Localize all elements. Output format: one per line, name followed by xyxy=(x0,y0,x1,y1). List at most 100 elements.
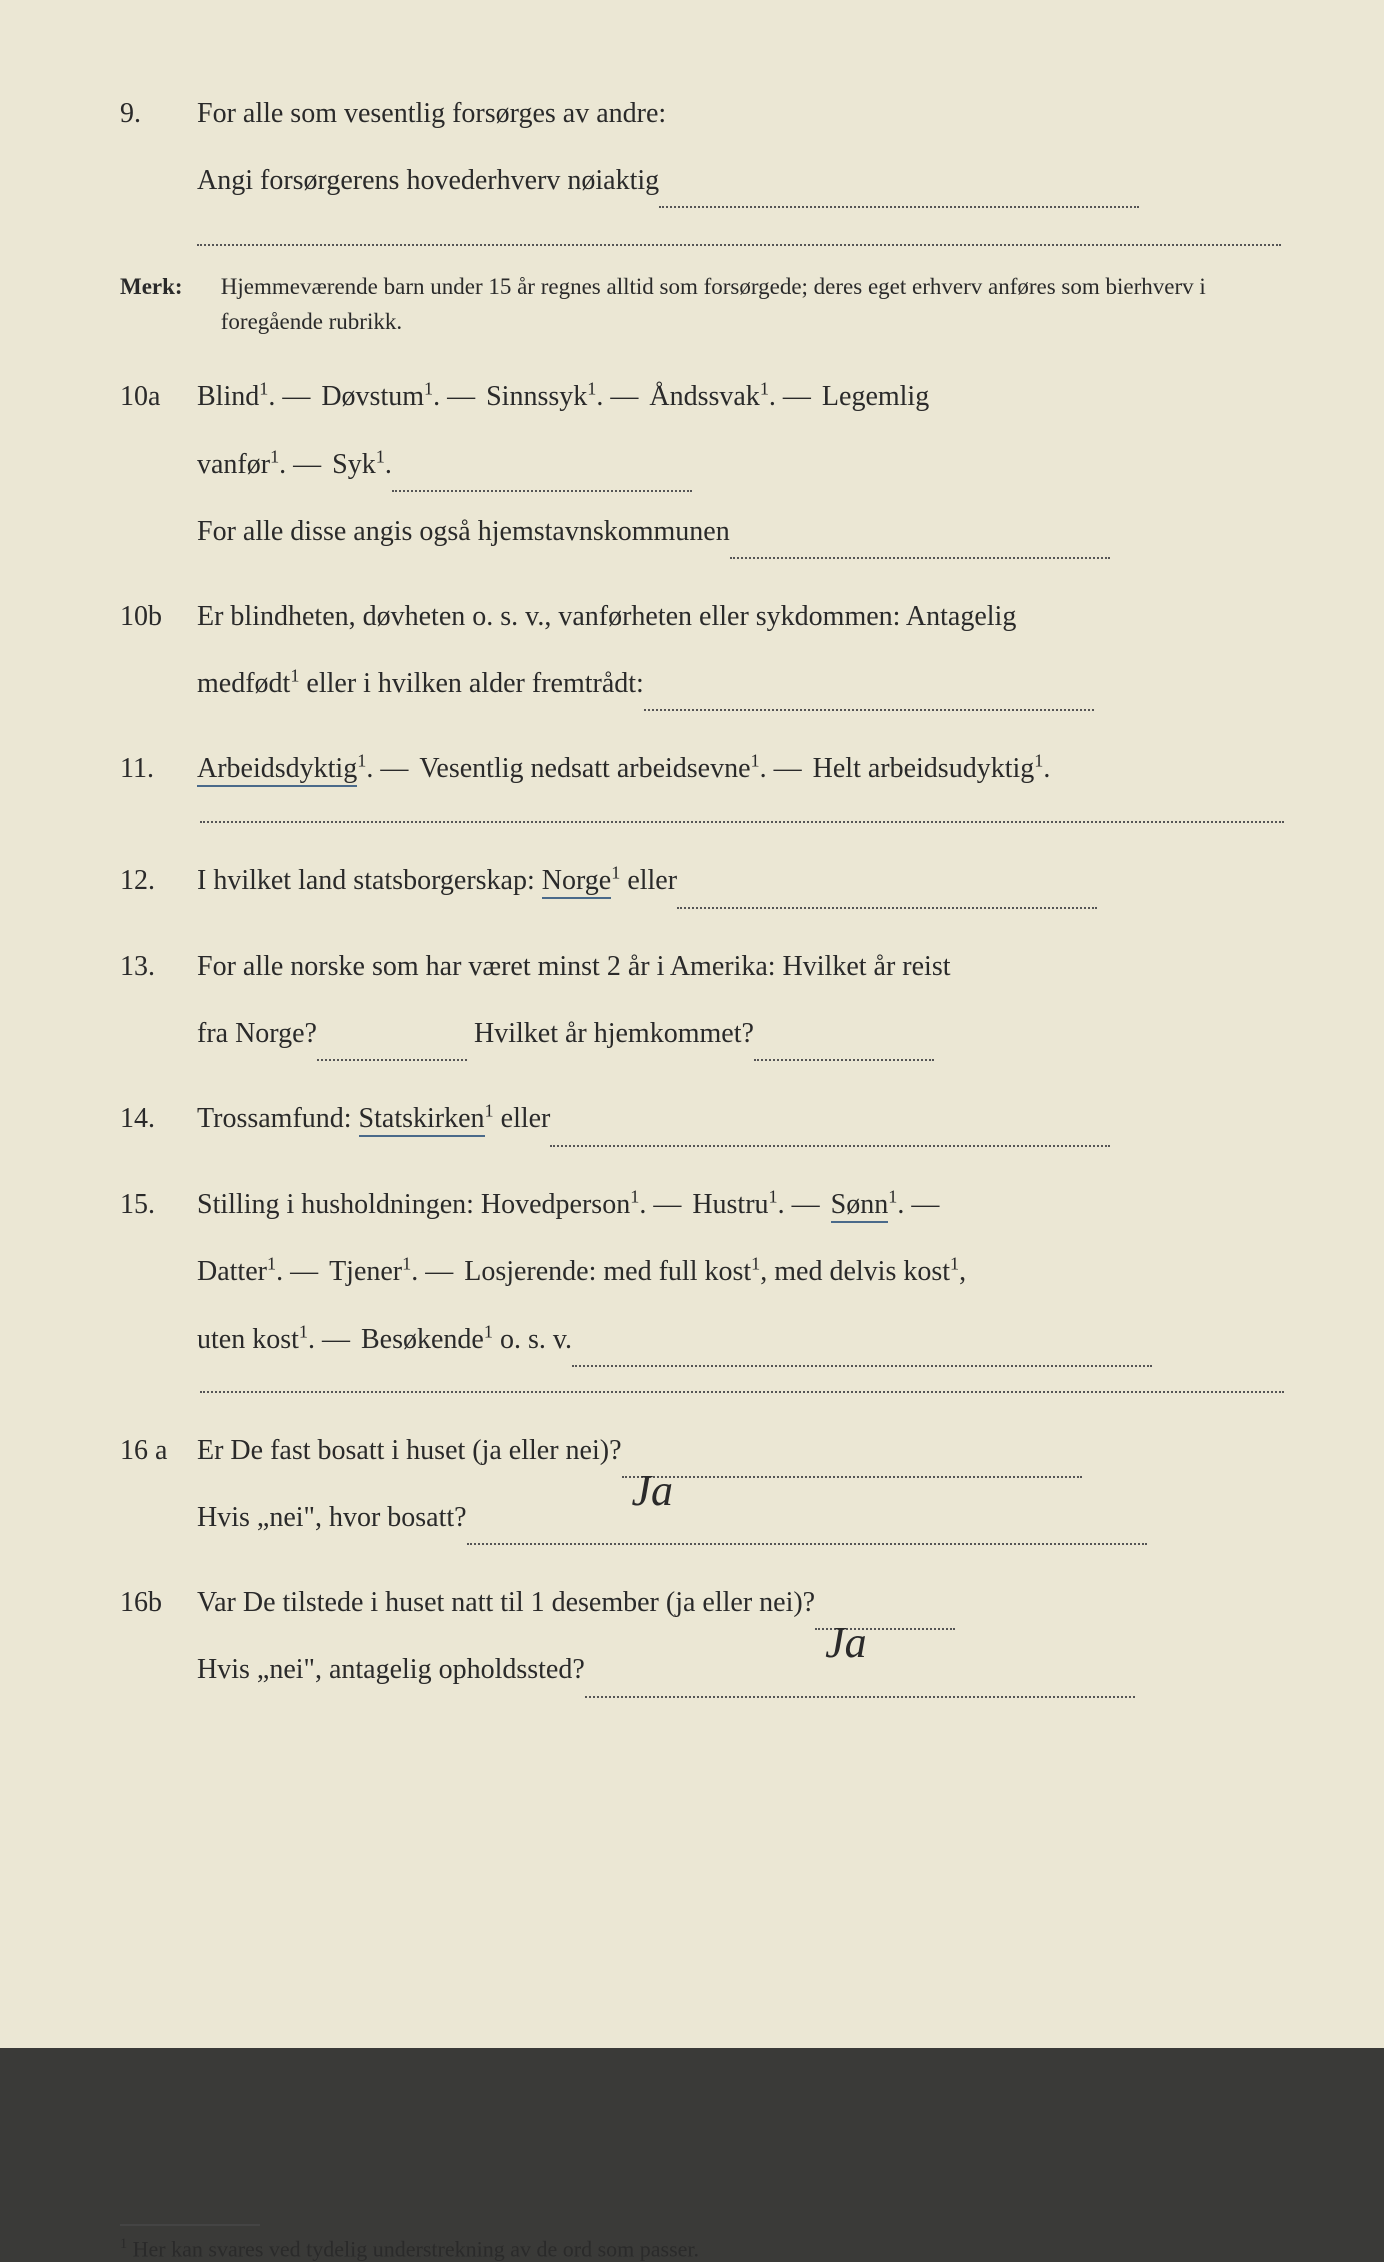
question-14: 14. Trossamfund: Statskirken1 eller xyxy=(120,1085,1284,1153)
separator: — xyxy=(774,753,813,784)
question-16b: 16b Var De tilstede i huset natt til 1 d… xyxy=(120,1569,1284,1703)
separator: — xyxy=(911,1189,941,1220)
question-16a: 16 a Er De fast bosatt i huset (ja eller… xyxy=(120,1417,1284,1551)
q10a-number: 10a xyxy=(120,363,190,430)
q10b-body: Er blindheten, døvheten o. s. v., vanfør… xyxy=(197,583,1281,717)
q10a-body: Blind1. — Døvstum1. — Sinnssyk1. — Åndss… xyxy=(197,363,1281,565)
question-12: 12. I hvilket land statsborgerskap: Norg… xyxy=(120,847,1284,915)
q15-sonn[interactable]: Sønn xyxy=(831,1189,889,1223)
separator: — xyxy=(425,1256,464,1287)
separator: — xyxy=(792,1189,831,1220)
q14-text1: Trossamfund: xyxy=(197,1103,359,1134)
q14-text2: eller xyxy=(494,1103,551,1134)
q10a-sinnssyk[interactable]: Sinnssyk xyxy=(486,381,587,412)
q16b-text2: Hvis „nei", antagelig opholdssted? xyxy=(197,1654,585,1685)
q10a-legemlig[interactable]: Legemlig xyxy=(822,381,929,412)
q14-statskirken[interactable]: Statskirken xyxy=(359,1103,485,1137)
fill-line[interactable] xyxy=(730,557,1110,559)
q11-arbeidsdyktig[interactable]: Arbeidsdyktig xyxy=(197,753,357,787)
question-13: 13. For alle norske som har været minst … xyxy=(120,933,1284,1067)
q16b-answer: Ja xyxy=(825,1590,867,1696)
separator: — xyxy=(282,381,321,412)
q15-text1: Stilling i husholdningen: Hovedperson xyxy=(197,1189,630,1220)
q10a-dovstum[interactable]: Døvstum xyxy=(321,381,424,412)
question-10b: 10b Er blindheten, døvheten o. s. v., va… xyxy=(120,583,1284,717)
q10a-line2: For alle disse angis også hjemstavnskomm… xyxy=(197,516,730,547)
q15-hustru[interactable]: Hustru xyxy=(692,1189,768,1220)
fill-line[interactable] xyxy=(317,1059,467,1061)
q11-number: 11. xyxy=(120,735,190,802)
fill-line[interactable] xyxy=(197,244,1281,246)
fill-line[interactable]: Ja xyxy=(622,1476,1082,1478)
q10b-text2b: eller i hvilken alder fremtrådt: xyxy=(299,668,643,699)
q16a-text2: Hvis „nei", hvor bosatt? xyxy=(197,1502,467,1533)
separator: — xyxy=(610,381,649,412)
q15-number: 15. xyxy=(120,1171,190,1238)
q12-norge[interactable]: Norge xyxy=(542,865,611,899)
q15-tjener[interactable]: Tjener xyxy=(329,1256,402,1287)
q14-number: 14. xyxy=(120,1085,190,1152)
q16b-text1: Var De tilstede i huset natt til 1 desem… xyxy=(197,1587,815,1618)
footnote: 1 Her kan svares ved tydelig understrekn… xyxy=(120,2236,1284,2262)
q13-text3: Hvilket år hjemkommet? xyxy=(467,1018,754,1049)
q12-text1: I hvilket land statsborgerskap: xyxy=(197,865,542,896)
q9-body: For alle som vesentlig forsørges av andr… xyxy=(197,80,1281,252)
question-15: 15. Stilling i husholdningen: Hovedperso… xyxy=(120,1171,1284,1373)
fill-line[interactable] xyxy=(550,1145,1110,1147)
q13-number: 13. xyxy=(120,933,190,1000)
separator: — xyxy=(447,381,486,412)
q16a-text1: Er De fast bosatt i huset (ja eller nei)… xyxy=(197,1435,622,1466)
separator: — xyxy=(783,381,822,412)
q12-text2: eller xyxy=(620,865,677,896)
q10b-medfodt[interactable]: medfødt xyxy=(197,668,290,699)
q10a-vanfor[interactable]: vanfør xyxy=(197,449,270,480)
q15-datter[interactable]: Datter xyxy=(197,1256,267,1287)
footnote-marker: 1 xyxy=(120,2236,127,2252)
merk-text: Hjemmeværende barn under 15 år regnes al… xyxy=(221,270,1280,339)
fill-line[interactable]: Ja xyxy=(815,1628,955,1630)
q11-udyktig[interactable]: Helt arbeidsudyktig xyxy=(813,753,1035,784)
q11-nedsatt[interactable]: Vesentlig nedsatt arbeidsevne xyxy=(419,753,750,784)
fill-line[interactable] xyxy=(572,1365,1152,1367)
fill-line[interactable] xyxy=(659,206,1139,208)
q10a-andssvak[interactable]: Åndssvak xyxy=(649,381,759,412)
separator: — xyxy=(290,1256,329,1287)
fill-line[interactable] xyxy=(644,709,1094,711)
q15-losjerende[interactable]: Losjerende: med full kost xyxy=(464,1256,751,1287)
q10a-blind[interactable]: Blind xyxy=(197,381,259,412)
question-10a: 10a Blind1. — Døvstum1. — Sinnssyk1. — Å… xyxy=(120,363,1284,565)
q10a-syk[interactable]: Syk xyxy=(332,449,376,480)
q9-line2: Angi forsørgerens hovederhverv nøiaktig xyxy=(197,165,659,196)
q9-number: 9. xyxy=(120,80,190,147)
q10b-number: 10b xyxy=(120,583,190,650)
note-merk: Merk: Hjemmeværende barn under 15 år reg… xyxy=(120,270,1284,339)
q10b-text1: Er blindheten, døvheten o. s. v., vanfør… xyxy=(197,601,1016,632)
separator: — xyxy=(380,753,419,784)
merk-label: Merk: xyxy=(120,270,215,305)
q16a-answer: Ja xyxy=(632,1438,674,1544)
question-9: 9. For alle som vesentlig forsørges av a… xyxy=(120,80,1284,252)
q13-text1: For alle norske som har været minst 2 år… xyxy=(197,951,951,982)
q11-body: Arbeidsdyktig1. — Vesentlig nedsatt arbe… xyxy=(197,735,1281,802)
q15-body: Stilling i husholdningen: Hovedperson1. … xyxy=(197,1171,1281,1373)
fill-line[interactable] xyxy=(467,1543,1147,1545)
separator: — xyxy=(322,1324,361,1355)
q16a-number: 16 a xyxy=(120,1417,190,1484)
q15-utenkost[interactable]: uten kost xyxy=(197,1324,299,1355)
q15-besokende[interactable]: Besøkende xyxy=(361,1324,484,1355)
q13-text2: fra Norge? xyxy=(197,1018,317,1049)
fill-line[interactable] xyxy=(754,1059,934,1061)
q12-body: I hvilket land statsborgerskap: Norge1 e… xyxy=(197,847,1281,915)
q16a-body: Er De fast bosatt i huset (ja eller nei)… xyxy=(197,1417,1281,1551)
fill-line[interactable] xyxy=(392,490,692,492)
footnote-rule xyxy=(120,2224,260,2226)
q15-text6: o. s. v. xyxy=(493,1324,572,1355)
fill-line[interactable] xyxy=(677,907,1097,909)
section-divider xyxy=(200,1391,1284,1393)
q15-text3[interactable]: , med delvis kost xyxy=(760,1256,950,1287)
q14-body: Trossamfund: Statskirken1 eller xyxy=(197,1085,1281,1153)
separator: — xyxy=(293,449,332,480)
q16b-number: 16b xyxy=(120,1569,190,1636)
census-form-page: 9. For alle som vesentlig forsørges av a… xyxy=(0,0,1384,2048)
q12-number: 12. xyxy=(120,847,190,914)
